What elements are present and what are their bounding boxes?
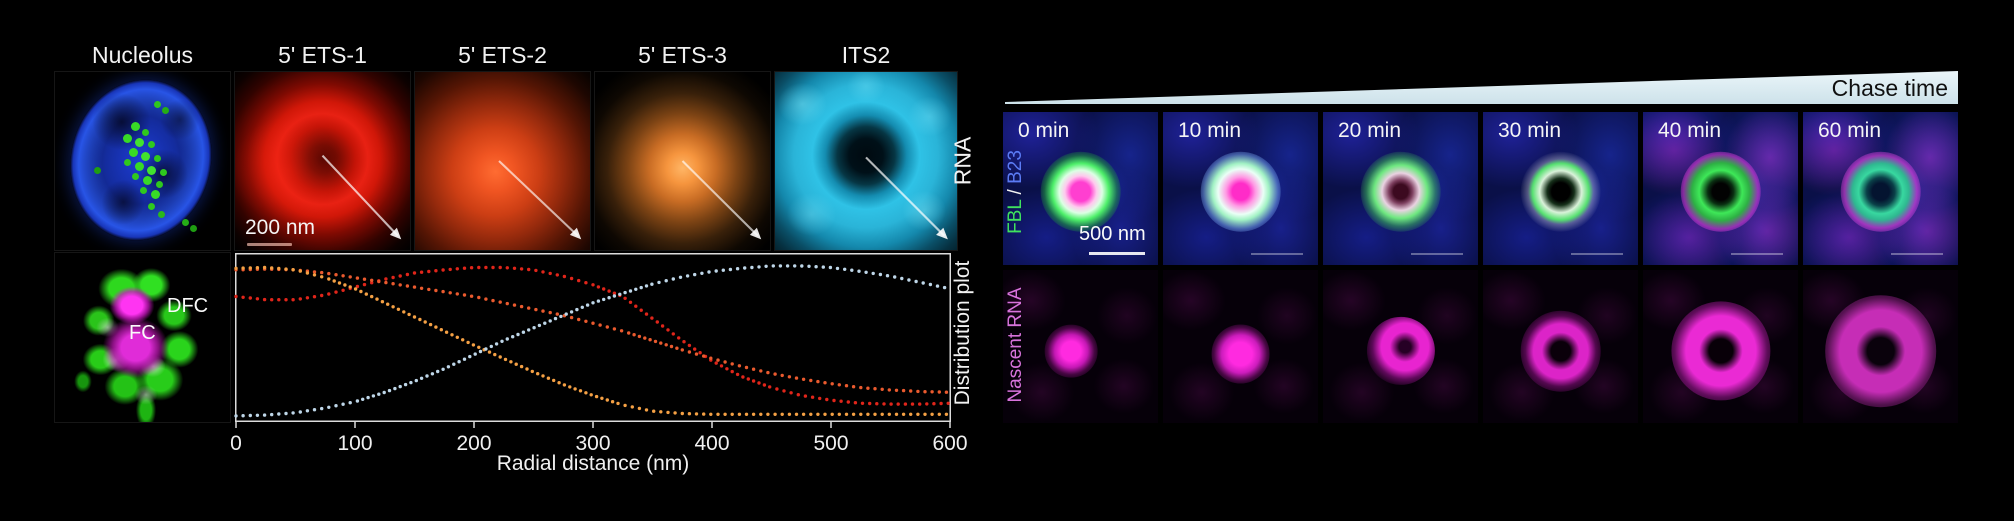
timepoint-label: 60 min bbox=[1818, 119, 1882, 142]
timepoint-label: 40 min bbox=[1658, 119, 1722, 142]
fbl-ring bbox=[1200, 151, 1281, 232]
pointer-arrow-icon bbox=[321, 154, 402, 240]
panel-title-nucleolus: Nucleolus bbox=[92, 42, 193, 68]
5ets1-ring-signal bbox=[235, 72, 410, 250]
fc-label: FC bbox=[129, 322, 156, 344]
fbl-ring bbox=[1840, 151, 1921, 232]
b23-background bbox=[1643, 112, 1798, 265]
timepoint-label: 10 min bbox=[1178, 119, 1242, 142]
chase-panel-fbl-20min: 20 min bbox=[1323, 112, 1478, 265]
scale-bar bbox=[1411, 253, 1463, 255]
row-label-rna: RNA bbox=[949, 136, 976, 186]
nucleolus-micrograph bbox=[54, 71, 231, 251]
panel-title-its2: ITS2 bbox=[841, 42, 891, 68]
chase-panel-rna-60min bbox=[1803, 270, 1958, 423]
pointer-arrow-icon bbox=[865, 156, 948, 240]
pointer-arrow-icon bbox=[498, 160, 582, 240]
x-tick-label: 400 bbox=[694, 432, 729, 455]
timepoint-label: 20 min bbox=[1338, 119, 1402, 142]
label-separator: / bbox=[1005, 183, 1026, 200]
nascent-rna-ring bbox=[1824, 295, 1937, 407]
panel-title-5ets3: 5' ETS-3 bbox=[638, 42, 727, 68]
fc-dfc-micrograph: DFC FC bbox=[54, 252, 231, 423]
scale-bar-label: 200 nm bbox=[245, 216, 316, 239]
timepoint-label: 30 min bbox=[1498, 119, 1562, 142]
fbl-ring bbox=[1360, 151, 1441, 232]
its2-ring-signal bbox=[775, 72, 957, 250]
scale-bar bbox=[1731, 253, 1783, 255]
scale-bar bbox=[1891, 253, 1943, 255]
chase-time-wedge: Chase time bbox=[1005, 71, 1958, 104]
series-dots-5ets1 bbox=[234, 265, 950, 406]
chase-panel-fbl-10min: 10 min bbox=[1163, 112, 1318, 265]
nascent-rna-focus bbox=[1211, 324, 1270, 384]
distribution-plot: 0 100 200 300 400 500 600 bbox=[230, 253, 968, 455]
fbl-ring bbox=[1040, 151, 1121, 232]
nucleus-shape bbox=[55, 72, 229, 250]
dark-background bbox=[1003, 270, 1158, 423]
its2-micrograph bbox=[774, 71, 958, 251]
chase-time-label: Chase time bbox=[1831, 75, 1948, 101]
row-label-fbl-b23: FBL / B23 bbox=[1005, 150, 1027, 234]
chase-panel-rna-40min bbox=[1643, 270, 1798, 423]
scale-bar bbox=[1251, 253, 1303, 255]
scale-bar bbox=[1571, 253, 1623, 255]
fbl-label: FBL bbox=[1005, 199, 1026, 234]
pointer-arrow-icon bbox=[681, 160, 762, 240]
y-axis-title: Distribution plot bbox=[951, 260, 974, 406]
nascent-rna-ring bbox=[1520, 310, 1601, 392]
fibrillar-center-dots bbox=[55, 72, 60, 77]
nascent-rna-focus bbox=[1366, 316, 1435, 386]
fbl-ring bbox=[1520, 151, 1601, 232]
fc-dfc-signal bbox=[55, 253, 230, 422]
series-dots-its2 bbox=[234, 264, 947, 418]
nascent-rna-ring bbox=[1670, 301, 1771, 401]
series-dots-5ets2 bbox=[234, 267, 949, 394]
b23-label: B23 bbox=[1005, 150, 1026, 184]
chase-panel-rna-0min bbox=[1003, 270, 1158, 423]
dfc-label: DFC bbox=[167, 295, 209, 317]
chase-panel-rna-20min bbox=[1323, 270, 1478, 423]
x-tick-label: 600 bbox=[932, 432, 967, 455]
scale-bar-label: 500 nm bbox=[1079, 223, 1146, 245]
5ets2-micrograph bbox=[414, 71, 591, 251]
timepoint-label: 0 min bbox=[1018, 119, 1070, 142]
plot-frame bbox=[235, 253, 951, 422]
nascent-rna-focus bbox=[1044, 324, 1098, 378]
x-tick-label: 0 bbox=[230, 432, 242, 455]
chase-panel-fbl-60min: 60 min bbox=[1803, 112, 1958, 265]
row-label-nascent-rna: Nascent RNA bbox=[1005, 287, 1026, 403]
scale-bar bbox=[247, 243, 292, 246]
x-axis-title: Radial distance (nm) bbox=[496, 452, 690, 475]
x-tick-label: 500 bbox=[813, 432, 848, 455]
5ets3-micrograph bbox=[594, 71, 771, 251]
fbl-ring bbox=[1680, 151, 1761, 232]
chase-panel-rna-30min bbox=[1483, 270, 1638, 423]
chase-panel-fbl-0min: 0 min 500 nm bbox=[1003, 112, 1158, 265]
scale-bar bbox=[1089, 252, 1145, 255]
x-tick-label: 300 bbox=[575, 432, 610, 455]
panel-title-5ets1: 5' ETS-1 bbox=[278, 42, 367, 68]
x-tick-label: 200 bbox=[456, 432, 491, 455]
chase-panel-fbl-40min: 40 min bbox=[1643, 112, 1798, 265]
5ets1-micrograph: 200 nm bbox=[234, 71, 411, 251]
chase-panel-fbl-30min: 30 min bbox=[1483, 112, 1638, 265]
x-tick-label: 100 bbox=[337, 432, 372, 455]
panel-title-5ets2: 5' ETS-2 bbox=[458, 42, 547, 68]
chase-panel-rna-10min bbox=[1163, 270, 1318, 423]
series-dots-5ets3 bbox=[234, 265, 949, 416]
